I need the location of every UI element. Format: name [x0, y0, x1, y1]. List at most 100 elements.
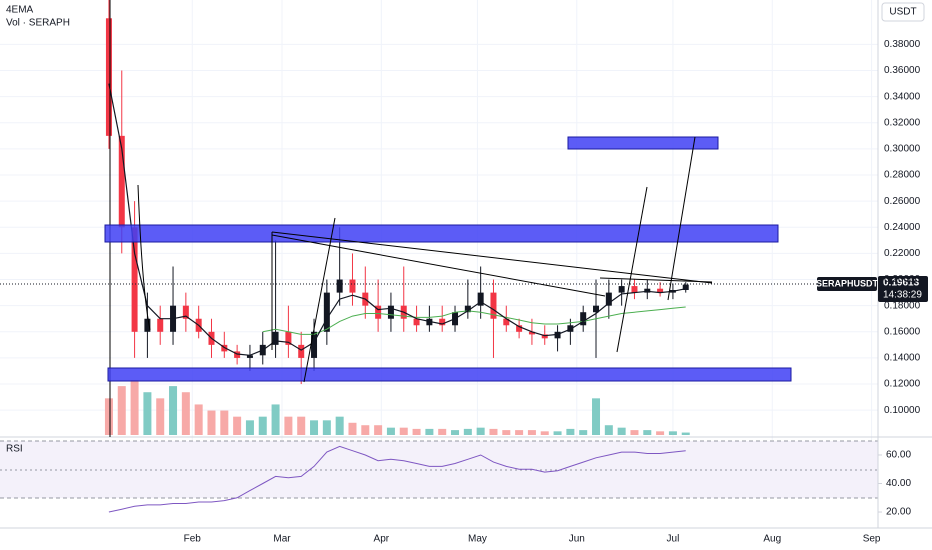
volume-bar [502, 430, 511, 435]
candle-body [593, 305, 600, 313]
rsi-line [108, 445, 686, 513]
last-price: 0.19613 [883, 278, 920, 289]
volume-bar [156, 398, 165, 435]
trend-line [616, 186, 648, 353]
volume-bar [476, 427, 485, 435]
volume-bar [643, 430, 652, 435]
volume-bar [233, 416, 242, 435]
volume-bar [630, 430, 639, 435]
volume-bar [181, 392, 190, 435]
candle-body [323, 292, 330, 332]
y-tick-label: 0.18000 [884, 300, 921, 311]
drawings [0, 0, 878, 437]
x-tick-label: Mar [273, 534, 291, 545]
volume-bar [104, 398, 113, 435]
volume-bar [451, 430, 460, 435]
candle-body [131, 227, 138, 332]
volume-bar [284, 416, 293, 435]
y-tick-label: 0.36000 [884, 65, 921, 76]
y-tick-label: 0.38000 [884, 39, 921, 50]
candle-body [554, 331, 561, 339]
candle-body [605, 292, 612, 306]
x-tick-label: Jun [569, 534, 585, 545]
volume-bar [553, 431, 562, 435]
volume-bar [489, 428, 498, 435]
y-tick-label: 0.22000 [884, 248, 921, 259]
volume-bar [245, 420, 254, 435]
candle-body [311, 331, 318, 358]
trend-line [271, 234, 606, 297]
candle-body [631, 286, 638, 293]
zone [104, 224, 779, 243]
volume-bar [194, 404, 203, 435]
candle-body [657, 288, 664, 293]
legend-volume: Vol · SERAPH [6, 18, 70, 29]
candle-body [118, 135, 125, 228]
candle-body [246, 355, 253, 358]
symbol-box [817, 277, 877, 291]
volume-bar [540, 431, 549, 435]
x-tick-label: Sep [863, 534, 881, 545]
candle-body [387, 305, 394, 319]
volume-bar [412, 428, 421, 435]
volume-bar [143, 392, 152, 435]
volume-bar [220, 410, 229, 435]
volume-bar [438, 428, 447, 435]
volume-bar [617, 427, 626, 435]
candle-body [528, 331, 535, 335]
volume-bar [386, 427, 395, 435]
y-tick-label: 0.34000 [884, 91, 921, 102]
volume-bar [258, 416, 267, 435]
x-tick-label: May [468, 534, 487, 545]
currency: USDT [889, 7, 916, 18]
y-tick-label: 0.30000 [884, 144, 921, 155]
volume-bar [348, 422, 357, 435]
candle-body [503, 318, 510, 326]
volume-bar [668, 431, 677, 435]
last-price-box [878, 276, 928, 302]
currency-box [881, 2, 925, 22]
zone [107, 367, 792, 382]
candle-body [644, 288, 651, 293]
y-tick-label: 0.10000 [884, 405, 921, 416]
x-tick-label: Apr [374, 534, 390, 545]
candle-body [336, 279, 343, 293]
candle-body [682, 284, 689, 290]
volume-bar [425, 428, 434, 435]
volume-bar [374, 425, 383, 435]
y-tick-label: 0.24000 [884, 222, 921, 233]
candle-body [580, 312, 587, 326]
candle-body [618, 286, 625, 293]
marks [104, 0, 690, 513]
trend-line [137, 184, 151, 331]
candle-body [272, 331, 279, 345]
y-tick-label: 0.14000 [884, 353, 921, 364]
volume-bar [310, 420, 319, 435]
ma-line [262, 306, 686, 335]
volume-bar [169, 386, 178, 435]
zone [567, 136, 719, 150]
trend-line [599, 277, 713, 283]
candle-body [285, 331, 292, 345]
y-tick-label: 0.26000 [884, 196, 921, 207]
candle-body [439, 318, 446, 326]
candle-body [375, 305, 382, 319]
candle-body [541, 334, 548, 339]
volume-bar [592, 398, 601, 435]
volume-bar [117, 386, 126, 435]
rsi-title: RSI [6, 444, 23, 455]
y-tick-label: 0.12000 [884, 379, 921, 390]
volume-bar [579, 430, 588, 435]
candle-body [516, 325, 523, 332]
volume-bar [604, 425, 613, 435]
volume-bar [297, 416, 306, 435]
candle-body [413, 318, 420, 326]
candle-body [298, 344, 305, 358]
y-tick-label: 20.00 [886, 507, 911, 518]
candle-body [477, 292, 484, 306]
x-tick-label: Feb [184, 534, 202, 545]
y-tick-label: 0.16000 [884, 326, 921, 337]
volume-bar [463, 428, 472, 435]
candle-body [144, 318, 151, 332]
